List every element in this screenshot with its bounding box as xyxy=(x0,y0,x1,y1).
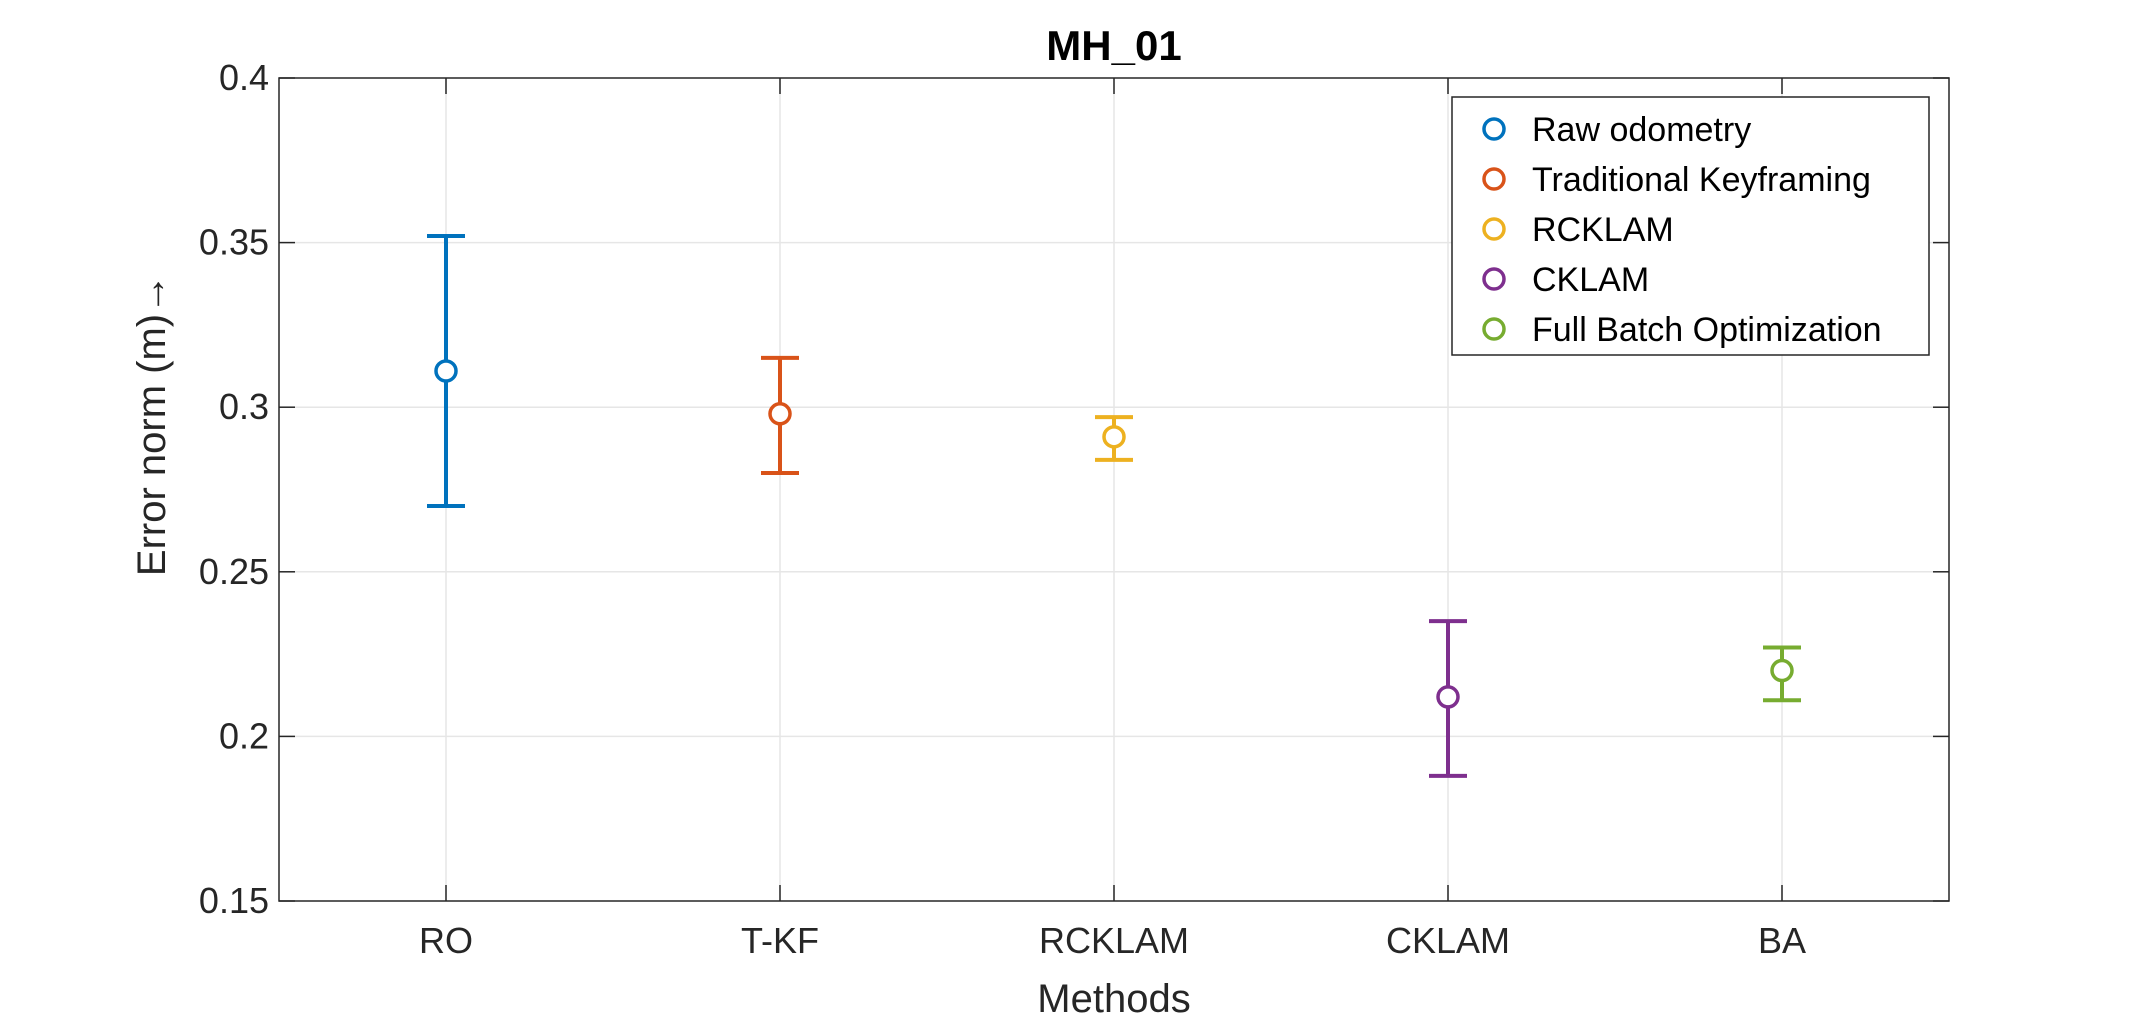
x-tick-label: RCKLAM xyxy=(1039,920,1189,961)
y-tick-label: 0.35 xyxy=(199,222,269,263)
legend-label: Traditional Keyframing xyxy=(1532,161,1871,199)
y-tick-label: 0.2 xyxy=(219,715,269,756)
x-tick-label: CKLAM xyxy=(1386,920,1510,961)
legend: Raw odometry Traditional Keyframing RCKLAM… xyxy=(1451,96,1930,356)
legend-item: Full Batch Optimization xyxy=(1482,311,1882,349)
x-tick-label: RO xyxy=(419,920,473,961)
y-tick-label: 0.4 xyxy=(219,57,269,98)
data-point xyxy=(1436,685,1460,709)
legend-marker xyxy=(1482,317,1506,341)
data-point xyxy=(1102,425,1126,449)
legend-items: Raw odometry Traditional Keyframing RCKLAM… xyxy=(1482,111,1882,349)
chart-title: MH_01 xyxy=(1046,22,1181,69)
errorbar-series xyxy=(427,234,465,508)
errorbar-series xyxy=(1429,619,1467,778)
x-axis-title: Methods xyxy=(1037,977,1190,1017)
legend-marker xyxy=(1482,217,1506,241)
errorbar-series xyxy=(1095,415,1133,462)
legend-marker xyxy=(1482,267,1506,291)
legend-label: RCKLAM xyxy=(1532,211,1674,249)
x-tick-label: T-KF xyxy=(741,920,819,961)
legend-item: RCKLAM xyxy=(1482,211,1674,249)
legend-marker xyxy=(1482,117,1506,141)
legend-label: Full Batch Optimization xyxy=(1532,311,1882,349)
y-tick-labels: 0.15 0.2 0.25 0.3 0.35 0.4 xyxy=(199,57,269,921)
data-point xyxy=(434,359,458,383)
legend-box xyxy=(1451,96,1930,356)
errorbar-series xyxy=(1763,645,1801,703)
legend-label: CKLAM xyxy=(1532,261,1649,299)
legend-item: Raw odometry xyxy=(1482,111,1751,149)
series xyxy=(427,234,1801,778)
legend-marker xyxy=(1482,167,1506,191)
x-tick-labels: RO T-KF RCKLAM CKLAM BA xyxy=(419,920,1806,961)
y-tick-label: 0.25 xyxy=(199,551,269,592)
y-tick-label: 0.3 xyxy=(219,386,269,427)
y-tick-label: 0.15 xyxy=(199,880,269,921)
x-tick-label: BA xyxy=(1758,920,1806,961)
y-axis-title: Error norm (m)→ xyxy=(130,274,174,576)
legend-label: Raw odometry xyxy=(1532,111,1751,149)
data-point xyxy=(768,402,792,426)
data-point xyxy=(1770,658,1794,683)
errorbar-series xyxy=(761,355,799,476)
legend-item: Traditional Keyframing xyxy=(1482,161,1871,199)
ticks xyxy=(279,77,1949,902)
legend-item: CKLAM xyxy=(1482,261,1649,299)
